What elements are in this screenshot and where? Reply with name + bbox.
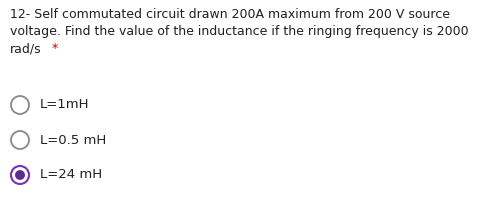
Text: *: * <box>48 42 58 55</box>
Text: L=1mH: L=1mH <box>40 99 90 112</box>
Circle shape <box>15 170 25 180</box>
Text: L=0.5 mH: L=0.5 mH <box>40 133 106 146</box>
Text: voltage. Find the value of the inductance if the ringing frequency is 2000: voltage. Find the value of the inductanc… <box>10 25 468 38</box>
Text: L=24 mH: L=24 mH <box>40 169 102 182</box>
Text: 12- Self commutated circuit drawn 200A maximum from 200 V source: 12- Self commutated circuit drawn 200A m… <box>10 8 450 21</box>
Text: rad/s: rad/s <box>10 42 42 55</box>
